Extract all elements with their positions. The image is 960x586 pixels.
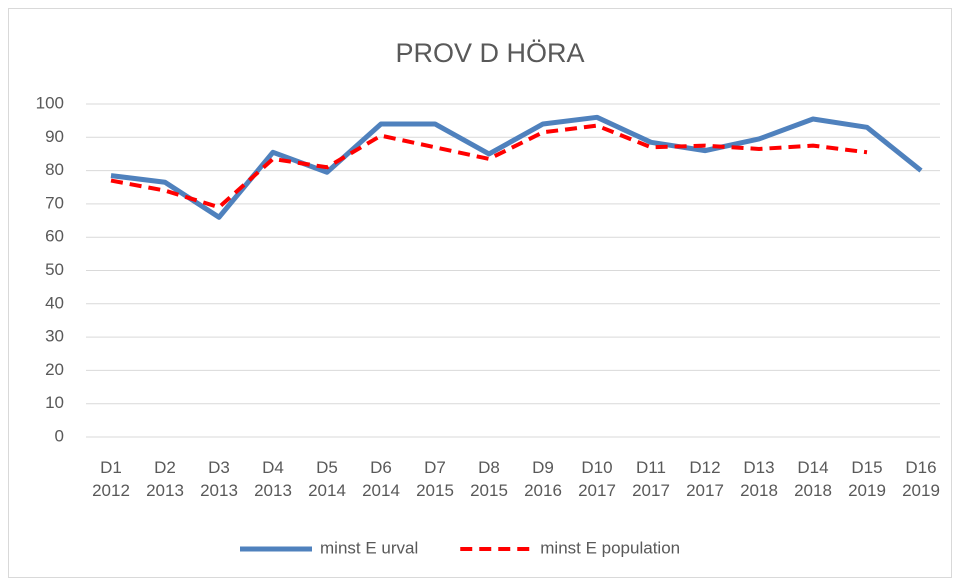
y-tick-label: 40 <box>45 293 64 312</box>
y-tick-label: 60 <box>45 227 64 246</box>
x-tick-label: D13 2018 <box>740 458 778 500</box>
y-tick-label: 50 <box>45 260 64 279</box>
legend-label: minst E population <box>540 538 680 557</box>
x-tick-label: D1 2012 <box>92 458 130 500</box>
series-line <box>110 123 868 210</box>
x-tick-label: D11 2017 <box>632 458 670 500</box>
y-tick-label: 100 <box>36 93 64 112</box>
x-tick-label: D6 2014 <box>362 458 400 500</box>
x-tick-label: D14 2018 <box>794 458 832 500</box>
chart-title: PROV D HÖRA <box>395 38 584 68</box>
x-tick-label: D9 2016 <box>524 458 562 500</box>
x-tick-label: D2 2013 <box>146 458 184 500</box>
x-tick-label: D12 2017 <box>686 458 724 500</box>
y-tick-label: 30 <box>45 327 64 346</box>
x-tick-label: D3 2013 <box>200 458 238 500</box>
x-tick-label: D16 2019 <box>902 458 940 500</box>
y-tick-label: 10 <box>45 393 64 412</box>
x-tick-label: D8 2015 <box>470 458 508 500</box>
x-tick-label: D5 2014 <box>308 458 346 500</box>
y-tick-label: 20 <box>45 360 64 379</box>
chart-border <box>8 8 952 578</box>
legend-label: minst E urval <box>320 538 418 557</box>
y-tick-label: 90 <box>45 127 64 146</box>
x-tick-label: D7 2015 <box>416 458 454 500</box>
y-tick-label: 80 <box>45 160 64 179</box>
y-tick-label: 70 <box>45 193 64 212</box>
x-tick-label: D4 2013 <box>254 458 292 500</box>
y-tick-label: 0 <box>55 426 64 445</box>
x-tick-label: D15 2019 <box>848 458 886 500</box>
x-tick-label: D10 2017 <box>578 458 616 500</box>
series-line <box>110 114 923 220</box>
